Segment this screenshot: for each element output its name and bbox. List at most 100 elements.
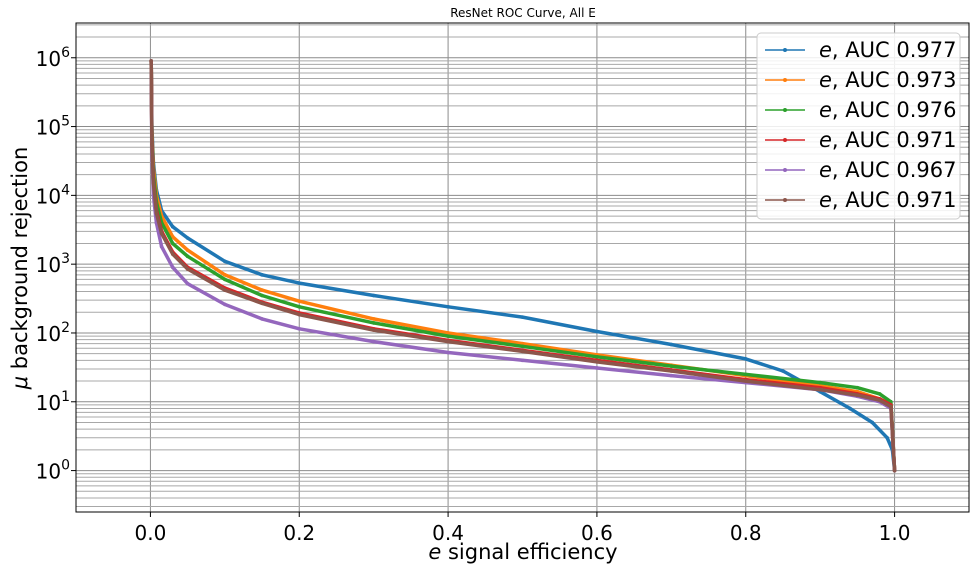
series-6-point (185, 267, 190, 271)
legend-marker (783, 78, 787, 82)
legend-label: e, AUC 0.967 (819, 158, 956, 182)
legend-label: e, AUC 0.976 (819, 98, 956, 122)
series-1-point (371, 293, 376, 298)
series-3-point (818, 380, 822, 385)
series-3-point (855, 385, 860, 390)
series-1-point (170, 224, 175, 229)
y-tick-label: 104 (36, 182, 70, 208)
series-3-point (669, 364, 674, 368)
series-1-point (223, 259, 227, 264)
series-6-point (446, 339, 450, 344)
legend-item-6: e, AUC 0.971 (765, 188, 956, 212)
series-6-point (149, 59, 153, 63)
series-3-point (371, 321, 376, 325)
series-3-point (297, 305, 302, 309)
series-6-point (150, 142, 154, 147)
series-2-point (185, 248, 190, 252)
series-1-point (297, 281, 302, 285)
y-tick-label: 103 (36, 251, 70, 277)
series-5-point (260, 317, 264, 321)
legend-item-3: e, AUC 0.976 (765, 98, 956, 122)
x-tick-label: 0.8 (730, 521, 762, 545)
y-axis-ticks: 100 101 102 103 104 105 106 (36, 45, 76, 484)
grid (76, 23, 969, 512)
series-6-point (159, 231, 164, 236)
series-group (149, 59, 897, 473)
series-1-point (595, 329, 599, 334)
series-1-point (446, 305, 450, 309)
legend-label: e, AUC 0.977 (819, 38, 956, 62)
y-tick-label: 105 (36, 114, 70, 140)
series-5-point (446, 350, 450, 355)
y-tick-label: 102 (36, 320, 70, 346)
x-axis-ticks: 0.0 0.2 0.4 0.6 0.8 1.0 (135, 512, 911, 545)
series-6-point (170, 252, 175, 256)
legend: e, AUC 0.977 e, AUC 0.973 e, AUC 0.976 e, A… (756, 32, 961, 220)
x-tick-label: 0.4 (432, 521, 464, 545)
series-6-point (371, 328, 376, 332)
series-3-point (595, 355, 599, 359)
y-tick-label: 100 (36, 458, 70, 484)
series-5-point (185, 281, 190, 286)
legend-label: e, AUC 0.971 (819, 188, 956, 212)
x-tick-label: 1.0 (879, 521, 911, 545)
series-2-point (371, 317, 376, 321)
x-tick-label: 0.2 (283, 521, 315, 545)
legend-item-2: e, AUC 0.973 (765, 68, 956, 92)
series-3-point (260, 293, 264, 298)
series-6-point (151, 181, 156, 186)
series-1-point (848, 406, 852, 411)
series-1-point (185, 236, 190, 240)
series-2-point (446, 331, 450, 335)
series-6-point (260, 301, 264, 306)
series-6-point (223, 288, 227, 292)
y-tick-label: 101 (36, 389, 70, 415)
legend-marker (783, 198, 787, 202)
legend-label: e, AUC 0.973 (819, 68, 956, 92)
legend-marker (783, 138, 787, 142)
series-6-point (877, 398, 882, 403)
series-5-point (371, 339, 376, 344)
x-tick-label: 0.0 (135, 521, 167, 545)
series-6-point (892, 468, 897, 473)
series-5-point (170, 265, 175, 270)
series-5-point (223, 302, 227, 307)
y-axis-label: μ background rejection (8, 147, 32, 391)
series-5-point (669, 373, 674, 378)
series-2-point (223, 273, 227, 277)
series-1-point (743, 357, 748, 361)
series-1-point (781, 369, 785, 373)
series-2-point (170, 234, 175, 239)
series-3-point (877, 392, 882, 396)
series-6-point (889, 404, 893, 409)
legend-item-1: e, AUC 0.977 (765, 38, 956, 62)
chart-title: ResNet ROC Curve, All E (450, 6, 596, 20)
x-tick-label: 0.6 (581, 521, 613, 545)
series-6-point (818, 387, 822, 392)
series-1-point (669, 342, 674, 347)
series-3-point (520, 344, 525, 349)
series-1-point (260, 273, 264, 277)
series-1-point (520, 315, 525, 319)
series-2-point (260, 288, 264, 292)
series-1-point (870, 420, 875, 425)
legend-marker (783, 48, 787, 52)
series-5-point (595, 366, 599, 370)
series-3-point (185, 254, 190, 259)
series-6-point (855, 393, 860, 397)
series-6-point (520, 349, 525, 354)
legend-marker (783, 168, 787, 172)
legend-marker (783, 108, 787, 112)
series-6-point (154, 211, 159, 216)
series-5-point (297, 326, 302, 331)
series-3-point (743, 372, 748, 377)
series-6-point (743, 379, 748, 383)
legend-label: e, AUC 0.971 (819, 128, 956, 152)
series-6-point (595, 360, 599, 364)
series-5-point (159, 244, 164, 249)
series-5-point (520, 358, 525, 363)
series-3-point (223, 277, 227, 282)
series-1-point (885, 435, 889, 440)
series-6-point (297, 312, 302, 317)
